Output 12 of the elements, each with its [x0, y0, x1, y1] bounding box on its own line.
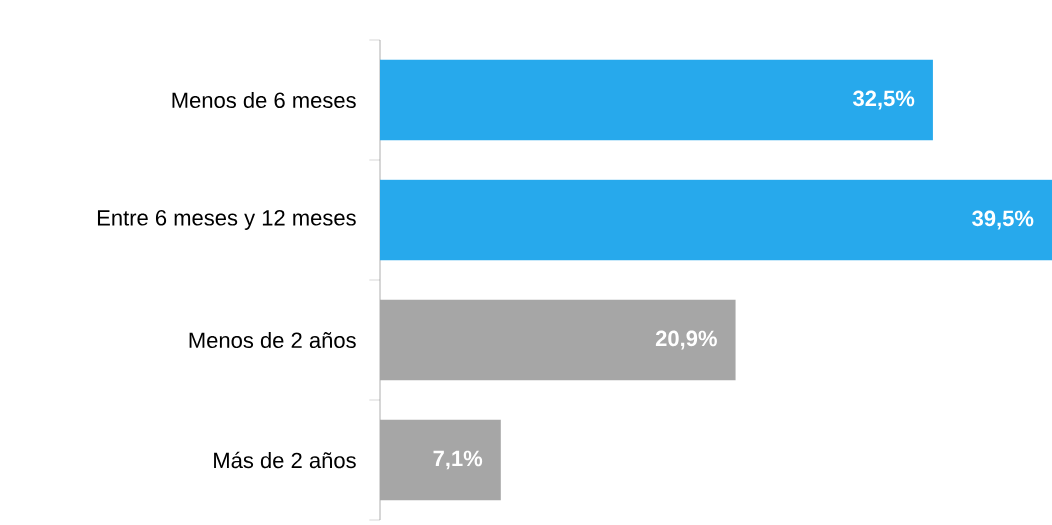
- data-label: 39,5%: [972, 210, 1034, 230]
- data-label: 32,5%: [852, 90, 915, 110]
- y-tick-label: Menos de 6 meses: [172, 91, 356, 109]
- bar: [380, 59, 933, 141]
- bar: [380, 179, 1052, 261]
- y-tick-label: Más de 2 años: [214, 451, 356, 469]
- data-label: 20,9%: [655, 330, 717, 350]
- bar: [380, 299, 736, 381]
- y-tick-label: Entre 6 meses y 12 meses: [97, 210, 356, 230]
- y-tick-label: Menos de 2 años: [189, 331, 356, 349]
- bar: [380, 419, 501, 501]
- data-label: 7,1%: [433, 450, 483, 470]
